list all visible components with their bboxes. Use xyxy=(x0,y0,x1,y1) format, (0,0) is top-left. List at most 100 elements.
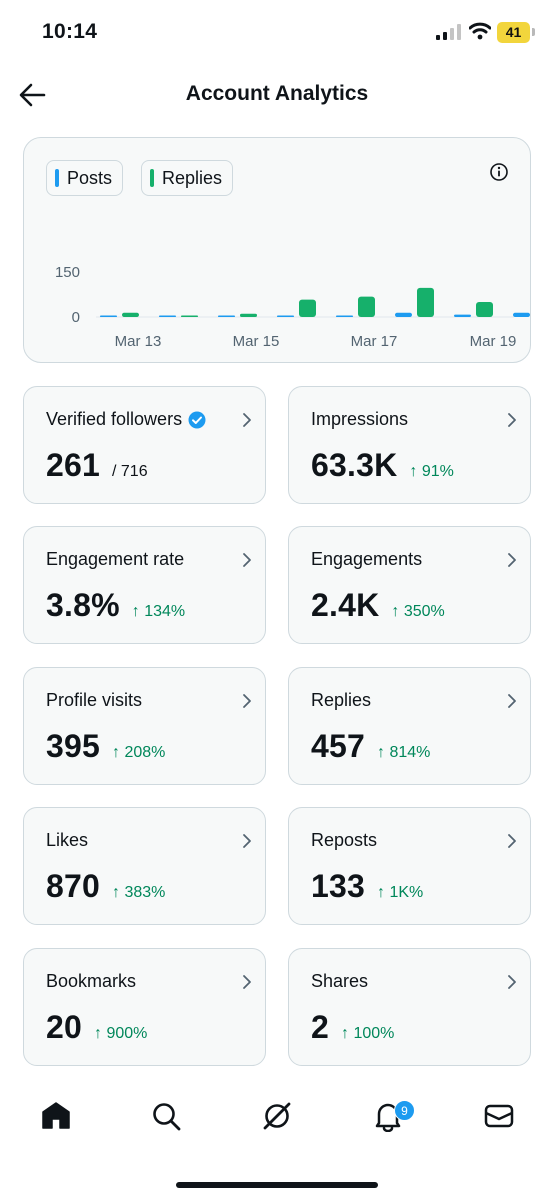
stat-value-row: 261 / 716 xyxy=(46,447,148,484)
grok-icon[interactable] xyxy=(261,1100,293,1132)
chevron-right-icon xyxy=(508,975,516,989)
stat-card-verified-followers[interactable]: Verified followers 261 / 716 xyxy=(23,386,266,504)
bar-posts-mar-18[interactable] xyxy=(454,314,471,317)
bar-replies-mar-18[interactable] xyxy=(476,302,493,317)
stat-label: Shares xyxy=(311,971,368,992)
stat-card-profile-visits[interactable]: Profile visits 395 ↑ 208% xyxy=(23,667,266,785)
stat-value: 457 xyxy=(311,728,365,764)
stat-value: 395 xyxy=(46,728,100,764)
bar-replies-mar-14[interactable] xyxy=(240,313,257,317)
search-icon[interactable] xyxy=(150,1100,182,1132)
stat-label-text: Reposts xyxy=(311,830,378,850)
stat-value: 133 xyxy=(311,868,365,904)
stat-value: 261 xyxy=(46,447,100,483)
stat-value: 2 xyxy=(311,1009,329,1045)
stat-change: ↑ 350% xyxy=(391,603,445,620)
stat-label-text: Shares xyxy=(311,971,369,991)
back-arrow-icon[interactable] xyxy=(18,82,46,108)
stat-label: Verified followers xyxy=(46,409,206,430)
bar-replies-mar-12[interactable] xyxy=(122,312,139,317)
bar-posts-mar-12[interactable] xyxy=(100,315,117,318)
stat-label: Replies xyxy=(311,690,371,711)
stat-value: 870 xyxy=(46,868,100,904)
bar-posts-mar-15[interactable] xyxy=(277,315,294,318)
bar-posts-mar-19[interactable] xyxy=(513,312,530,317)
bar-posts-mar-13[interactable] xyxy=(159,315,176,318)
wifi-icon xyxy=(469,22,491,40)
chevron-right-icon xyxy=(243,834,251,848)
chevron-right-icon xyxy=(243,694,251,708)
bar-posts-mar-17[interactable] xyxy=(395,312,412,317)
info-icon[interactable] xyxy=(489,162,509,182)
stat-change: ↑ 1K% xyxy=(377,884,424,901)
stat-card-likes[interactable]: Likes 870 ↑ 383% xyxy=(23,807,266,925)
stat-label-text: Engagement rate xyxy=(46,549,185,569)
stat-value-row: 2.4K ↑ 350% xyxy=(311,587,445,624)
bar-replies-mar-16[interactable] xyxy=(358,296,375,317)
stat-label: Profile visits xyxy=(46,690,142,711)
posts-swatch xyxy=(55,169,59,187)
stat-value-row: 20 ↑ 900% xyxy=(46,1009,147,1046)
x-tick-label: Mar 17 xyxy=(351,333,398,350)
stat-label-text: Verified followers xyxy=(46,409,183,429)
legend-replies[interactable]: Replies xyxy=(141,160,234,196)
stat-card-engagement-rate[interactable]: Engagement rate 3.8% ↑ 134% xyxy=(23,526,266,644)
stat-label-text: Bookmarks xyxy=(46,971,137,991)
stat-value-row: 63.3K ↑ 91% xyxy=(311,447,454,484)
stat-card-shares[interactable]: Shares 2 ↑ 100% xyxy=(288,948,531,1066)
bar-replies-mar-15[interactable] xyxy=(299,299,316,317)
home-indicator xyxy=(176,1182,378,1188)
stat-value: 3.8% xyxy=(46,587,120,623)
stat-label-text: Profile visits xyxy=(46,690,143,710)
stat-label: Reposts xyxy=(311,830,377,851)
stat-change: ↑ 100% xyxy=(341,1025,395,1042)
stat-card-impressions[interactable]: Impressions 63.3K ↑ 91% xyxy=(288,386,531,504)
replies-swatch xyxy=(150,169,154,187)
battery-tip xyxy=(532,28,535,36)
status-bar: 10:14 41 xyxy=(0,0,554,64)
stat-value-row: 2 ↑ 100% xyxy=(311,1009,394,1046)
stat-value-row: 870 ↑ 383% xyxy=(46,868,165,905)
legend-posts-label: Posts xyxy=(67,167,113,188)
bell-icon[interactable] xyxy=(372,1100,404,1132)
chevron-right-icon xyxy=(508,553,516,567)
stat-label: Likes xyxy=(46,830,88,851)
legend-replies-label: Replies xyxy=(162,167,223,188)
bottom-navigation xyxy=(0,1092,554,1152)
stat-change: ↑ 134% xyxy=(131,603,186,620)
stat-card-replies[interactable]: Replies 457 ↑ 814% xyxy=(288,667,531,785)
stat-label: Engagement rate xyxy=(46,549,184,570)
stat-value-row: 395 ↑ 208% xyxy=(46,728,165,765)
stat-total: / 716 xyxy=(112,463,148,480)
cellular-signal-icon xyxy=(436,24,461,40)
legend-posts[interactable]: Posts xyxy=(46,160,124,196)
stat-label: Bookmarks xyxy=(46,971,136,992)
stat-card-bookmarks[interactable]: Bookmarks 20 ↑ 900% xyxy=(23,948,266,1066)
x-tick-label: Mar 15 xyxy=(233,333,280,350)
home-icon[interactable] xyxy=(40,1100,72,1132)
stat-value-row: 457 ↑ 814% xyxy=(311,728,430,765)
bar-replies-mar-13[interactable] xyxy=(181,315,198,318)
chevron-right-icon xyxy=(243,553,251,567)
stat-change: ↑ 91% xyxy=(409,463,454,480)
stat-card-reposts[interactable]: Reposts 133 ↑ 1K% xyxy=(288,807,531,925)
y-tick-label: 0 xyxy=(72,309,80,326)
page-title: Account Analytics xyxy=(185,82,369,105)
chevron-right-icon xyxy=(243,413,251,427)
stat-value: 2.4K xyxy=(311,587,380,623)
mail-icon[interactable] xyxy=(483,1100,515,1132)
stat-change: ↑ 383% xyxy=(112,884,166,901)
bar-posts-mar-16[interactable] xyxy=(336,315,353,318)
stat-label: Engagements xyxy=(311,549,422,570)
bar-replies-mar-17[interactable] xyxy=(417,287,434,317)
bar-posts-mar-14[interactable] xyxy=(218,315,235,318)
battery-indicator: 41 xyxy=(497,22,530,43)
stat-card-engagements[interactable]: Engagements 2.4K ↑ 350% xyxy=(288,526,531,644)
stat-label-text: Replies xyxy=(311,690,372,710)
stat-value-row: 133 ↑ 1K% xyxy=(311,868,423,905)
page-header: Account Analytics xyxy=(0,70,554,120)
chevron-right-icon xyxy=(508,694,516,708)
stat-change: ↑ 208% xyxy=(112,744,166,761)
